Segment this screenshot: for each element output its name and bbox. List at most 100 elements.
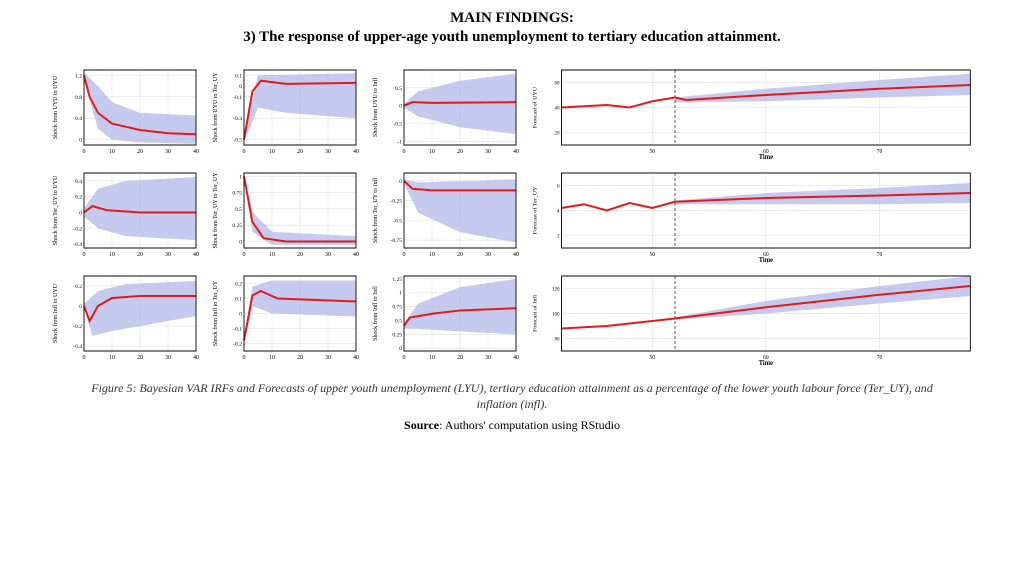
svg-text:4: 4 bbox=[557, 208, 560, 214]
svg-text:40: 40 bbox=[513, 149, 519, 155]
svg-text:0: 0 bbox=[399, 346, 402, 352]
svg-text:-0.1: -0.1 bbox=[233, 95, 242, 101]
svg-text:Shock from Infl to Infl: Shock from Infl to Infl bbox=[372, 286, 379, 341]
svg-text:0: 0 bbox=[239, 239, 242, 245]
svg-text:0: 0 bbox=[403, 355, 406, 361]
s_12: 010203040-0.75-0.5-0.250Shock from Ter_U… bbox=[370, 169, 520, 264]
svg-text:Forecast of UYU: Forecast of UYU bbox=[532, 86, 539, 128]
svg-text:80: 80 bbox=[555, 336, 560, 342]
svg-text:40: 40 bbox=[555, 105, 560, 111]
svg-text:100: 100 bbox=[552, 311, 560, 317]
svg-text:20: 20 bbox=[457, 355, 463, 361]
svg-text:20: 20 bbox=[297, 149, 303, 155]
svg-text:1.2: 1.2 bbox=[75, 73, 82, 79]
svg-text:-0.2: -0.2 bbox=[73, 226, 82, 232]
svg-text:0: 0 bbox=[79, 210, 82, 216]
s_01: 010203040-0.5-0.3-0.100.1Shock from UYU … bbox=[210, 66, 360, 161]
svg-text:0.1: 0.1 bbox=[235, 73, 242, 79]
svg-text:-0.25: -0.25 bbox=[391, 199, 403, 205]
svg-text:20: 20 bbox=[137, 252, 143, 258]
svg-text:-0.75: -0.75 bbox=[391, 238, 403, 244]
svg-text:60: 60 bbox=[555, 80, 560, 86]
svg-text:30: 30 bbox=[485, 355, 491, 361]
svg-text:0: 0 bbox=[403, 252, 406, 258]
svg-text:0.5: 0.5 bbox=[395, 86, 402, 92]
svg-text:Time: Time bbox=[759, 257, 773, 264]
svg-text:Shock from UYU to Infl: Shock from UYU to Infl bbox=[372, 78, 379, 137]
svg-text:20: 20 bbox=[555, 130, 560, 136]
svg-text:1: 1 bbox=[239, 174, 242, 180]
svg-text:30: 30 bbox=[165, 355, 171, 361]
svg-text:0: 0 bbox=[79, 304, 82, 310]
svg-text:30: 30 bbox=[485, 252, 491, 258]
svg-text:Shock from Infl to UYU: Shock from Infl to UYU bbox=[52, 283, 59, 343]
svg-text:Shock from Ter_UY to UYU: Shock from Ter_UY to UYU bbox=[52, 175, 59, 245]
svg-text:30: 30 bbox=[165, 252, 171, 258]
svg-text:10: 10 bbox=[109, 355, 115, 361]
svg-text:Shock from Ter_UY to Ter_UY: Shock from Ter_UY to Ter_UY bbox=[212, 172, 219, 249]
svg-text:1.25: 1.25 bbox=[392, 277, 402, 283]
svg-text:40: 40 bbox=[353, 355, 359, 361]
svg-text:-0.2: -0.2 bbox=[233, 342, 242, 348]
svg-text:-0.5: -0.5 bbox=[393, 122, 402, 128]
svg-text:Shock from Ter_UY to Infl: Shock from Ter_UY to Infl bbox=[372, 178, 379, 244]
s_10: 010203040-0.4-0.200.20.4Shock from Ter_U… bbox=[50, 169, 200, 264]
svg-text:10: 10 bbox=[269, 252, 275, 258]
svg-text:20: 20 bbox=[297, 252, 303, 258]
s_21: 010203040-0.2-0.100.10.2Shock from Infl … bbox=[210, 272, 360, 367]
svg-text:0.2: 0.2 bbox=[235, 282, 242, 288]
svg-text:0: 0 bbox=[83, 149, 86, 155]
svg-text:0: 0 bbox=[83, 252, 86, 258]
svg-text:0.1: 0.1 bbox=[235, 297, 242, 303]
svg-text:70: 70 bbox=[877, 149, 883, 155]
s_20: 010203040-0.4-0.200.2Shock from Infl to … bbox=[50, 272, 200, 367]
s_02: 010203040-1-0.500.5Shock from UYU to Inf… bbox=[370, 66, 520, 161]
svg-text:0.8: 0.8 bbox=[75, 95, 82, 101]
svg-text:-0.3: -0.3 bbox=[233, 116, 242, 122]
svg-text:2: 2 bbox=[557, 233, 560, 239]
svg-text:40: 40 bbox=[513, 355, 519, 361]
svg-text:0.75: 0.75 bbox=[392, 305, 402, 311]
svg-text:-0.2: -0.2 bbox=[73, 324, 82, 330]
svg-text:10: 10 bbox=[109, 252, 115, 258]
source-label: Source bbox=[404, 418, 439, 432]
s_22: 01020304000.250.50.7511.25Shock from Inf… bbox=[370, 272, 520, 367]
svg-text:40: 40 bbox=[193, 149, 199, 155]
svg-text:0.4: 0.4 bbox=[75, 116, 82, 122]
svg-text:-0.4: -0.4 bbox=[73, 344, 82, 350]
source-line: Source: Authors' computation using RStud… bbox=[30, 418, 994, 433]
svg-text:10: 10 bbox=[429, 252, 435, 258]
svg-text:40: 40 bbox=[193, 252, 199, 258]
svg-text:30: 30 bbox=[165, 149, 171, 155]
svg-text:40: 40 bbox=[353, 149, 359, 155]
svg-text:0: 0 bbox=[243, 355, 246, 361]
svg-text:0.4: 0.4 bbox=[75, 179, 82, 185]
svg-text:50: 50 bbox=[650, 149, 656, 155]
svg-text:10: 10 bbox=[269, 355, 275, 361]
page-title: MAIN FINDINGS: bbox=[30, 10, 994, 27]
s_11: 01020304000.250.50.751Shock from Ter_UY … bbox=[210, 169, 360, 264]
w_2: 506070Time80100120Forecast of Infl bbox=[530, 272, 974, 367]
svg-text:10: 10 bbox=[429, 149, 435, 155]
svg-text:Shock from UYU to UYU: Shock from UYU to UYU bbox=[52, 75, 59, 139]
svg-text:70: 70 bbox=[877, 252, 883, 258]
w_1: 506070Time246Forecast of Ter_UY bbox=[530, 169, 974, 264]
svg-text:30: 30 bbox=[325, 355, 331, 361]
svg-text:0: 0 bbox=[79, 138, 82, 144]
s_00: 01020304000.40.81.2Shock from UYU to UYU bbox=[50, 66, 200, 161]
svg-text:20: 20 bbox=[457, 149, 463, 155]
svg-text:20: 20 bbox=[457, 252, 463, 258]
svg-text:1: 1 bbox=[399, 291, 402, 297]
svg-text:0: 0 bbox=[399, 179, 402, 185]
svg-text:20: 20 bbox=[137, 149, 143, 155]
svg-text:0: 0 bbox=[243, 252, 246, 258]
svg-text:30: 30 bbox=[325, 252, 331, 258]
svg-text:Time: Time bbox=[759, 360, 773, 367]
svg-text:10: 10 bbox=[429, 355, 435, 361]
svg-text:-0.1: -0.1 bbox=[233, 327, 242, 333]
svg-text:Shock from UYU to Ter_UY: Shock from UYU to Ter_UY bbox=[212, 72, 219, 142]
svg-text:40: 40 bbox=[193, 355, 199, 361]
chart-grid: 01020304000.40.81.2Shock from UYU to UYU… bbox=[50, 66, 974, 367]
svg-text:0.75: 0.75 bbox=[232, 191, 242, 197]
svg-text:Time: Time bbox=[759, 154, 773, 161]
